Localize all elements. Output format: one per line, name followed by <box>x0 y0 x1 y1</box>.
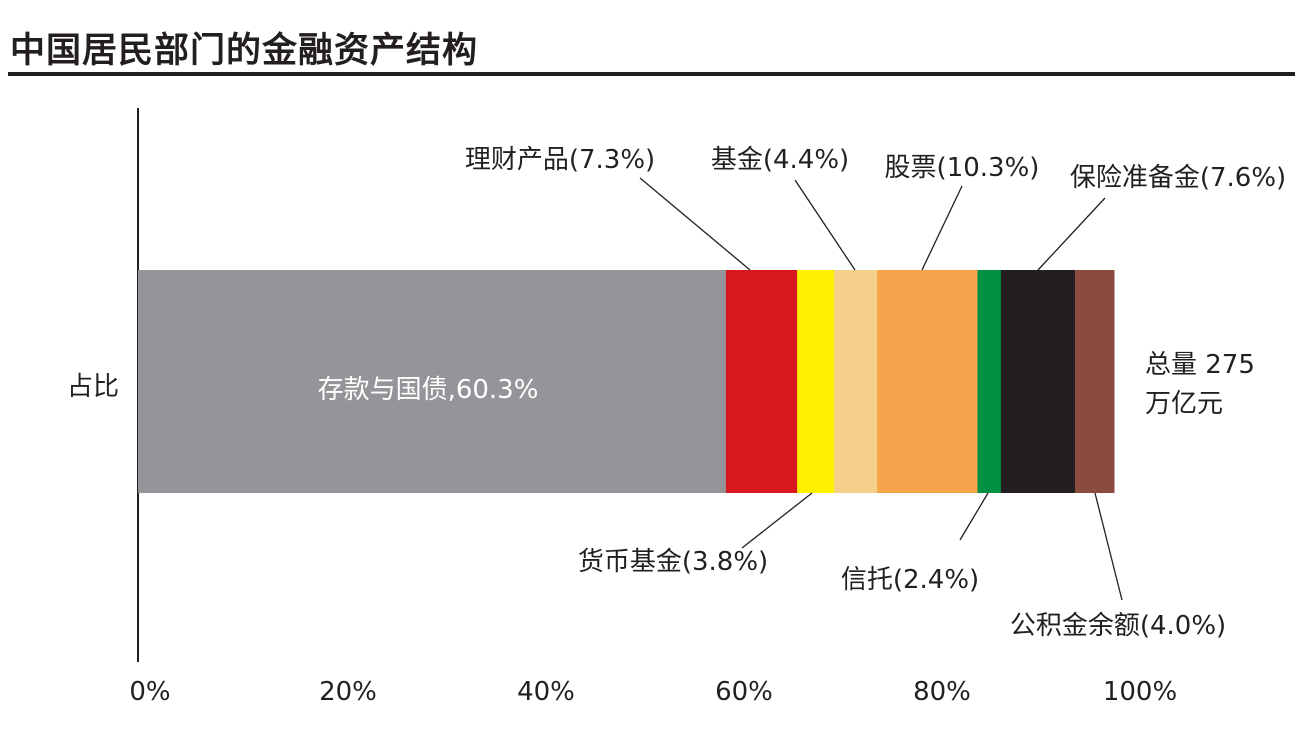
bar-segment-7 <box>1074 270 1115 493</box>
bar-segment-4 <box>877 270 978 493</box>
segment-label-trust: 信托(2.4%) <box>841 565 979 595</box>
bar-segment-0 <box>138 270 727 493</box>
total-label-line1: 总量 275 <box>1145 350 1255 380</box>
leader-line-4 <box>741 492 813 549</box>
segment-label-provident-fund: 公积金余额(4.0%) <box>1010 611 1226 641</box>
leader-line-1 <box>794 179 856 271</box>
bar-segment-3 <box>834 270 878 493</box>
leader-line-3 <box>1037 197 1106 271</box>
bar-segment-5 <box>977 270 1002 493</box>
leader-line-5 <box>959 492 989 541</box>
x-tick-label: 60% <box>715 677 773 707</box>
x-tick-label: 20% <box>319 677 377 707</box>
segment-label-money-funds: 货币基金(3.8%) <box>578 547 768 577</box>
total-label-line2: 万亿元 <box>1145 389 1223 419</box>
leader-line-2 <box>921 185 963 271</box>
leader-line-6 <box>1094 492 1123 601</box>
x-tick-label: 100% <box>1103 677 1177 707</box>
bar-segment-2 <box>797 270 835 493</box>
segment-label-stocks: 股票(10.3%) <box>885 153 1040 183</box>
x-tick-label: 80% <box>913 677 971 707</box>
x-tick-label: 40% <box>517 677 575 707</box>
leader-line-0 <box>639 177 751 271</box>
segment-label-deposits: 存款与国债,60.3% <box>318 375 539 405</box>
category-label: 占比 <box>67 372 119 402</box>
x-tick-label: 0% <box>129 677 170 707</box>
bar-segment-6 <box>1000 270 1076 493</box>
segment-label-insurance: 保险准备金(7.6%) <box>1070 163 1286 193</box>
segment-label-funds: 基金(4.4%) <box>711 145 849 175</box>
bar-segment-1 <box>725 270 798 493</box>
segment-label-wealth-products: 理财产品(7.3%) <box>465 145 655 175</box>
title-rule <box>8 72 1295 76</box>
chart-title: 中国居民部门的金融资产结构 <box>10 31 479 71</box>
